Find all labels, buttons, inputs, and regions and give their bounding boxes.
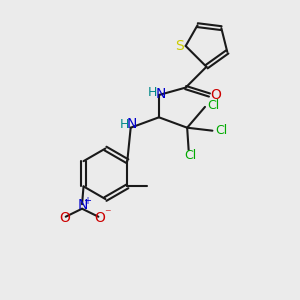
Text: S: S (175, 39, 184, 53)
Text: H: H (120, 118, 129, 130)
Text: N: N (127, 117, 137, 131)
Text: O: O (211, 88, 221, 102)
Text: N: N (77, 198, 88, 212)
Text: O: O (59, 211, 70, 225)
Text: +: + (83, 196, 92, 206)
Text: O: O (94, 211, 105, 225)
Text: N: N (156, 86, 166, 100)
Text: ⁻: ⁻ (105, 207, 111, 220)
Text: Cl: Cl (215, 124, 227, 137)
Text: Cl: Cl (184, 149, 196, 162)
Text: Cl: Cl (207, 99, 219, 112)
Text: H: H (148, 86, 157, 99)
